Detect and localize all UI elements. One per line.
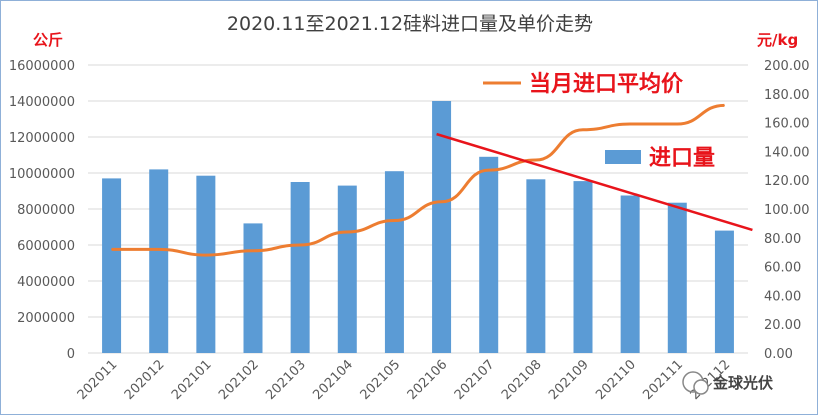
right-tick-label: 80.00: [764, 232, 801, 247]
trendline-line: [436, 132, 753, 232]
x-tick-label: 202109: [546, 357, 592, 403]
left-tick-label: 12000000: [9, 131, 75, 146]
bar-202110: [620, 195, 640, 353]
legend-label-volume: 进口量: [649, 146, 715, 171]
price-point-202110: [629, 123, 631, 125]
line-series: [111, 103, 725, 257]
right-axis-ticks: 0.00 20.00 40.00 60.00 80.00 100.00 120.00 140.…: [764, 59, 810, 362]
x-tick-label: 202106: [405, 357, 451, 403]
right-tick-label: 20.00: [764, 318, 801, 333]
x-tick-label: 202011: [75, 357, 121, 403]
x-tick-label: 202012: [122, 357, 168, 403]
gridlines: [88, 64, 748, 354]
x-tick-label: 202103: [263, 357, 309, 403]
legend-bar-swatch: [605, 150, 641, 164]
bar-202011: [102, 178, 122, 353]
x-tick-label: 202105: [358, 357, 404, 403]
price-point-202102: [252, 250, 254, 252]
price-point-202108: [535, 159, 537, 161]
right-tick-label: 140.00: [764, 145, 810, 160]
price-point-202112: [723, 104, 725, 106]
bar-202012: [149, 169, 169, 353]
x-tick-label: 202107: [452, 357, 498, 403]
bar-202109: [573, 181, 593, 353]
trendline: [436, 132, 753, 232]
x-tick-label: 202102: [216, 357, 262, 403]
left-tick-label: 8000000: [17, 203, 75, 218]
right-tick-label: 0.00: [764, 347, 793, 362]
left-tick-label: 2000000: [17, 311, 75, 326]
left-tick-label: 14000000: [9, 95, 75, 110]
wechat-icon-bubble: [693, 379, 709, 395]
bar-202103: [290, 182, 310, 353]
bar-202111: [667, 202, 687, 353]
bar-202106: [432, 101, 452, 353]
price-line: [111, 103, 725, 257]
x-tick-label: 202101: [169, 357, 215, 403]
bar-202101: [196, 175, 216, 353]
left-tick-label: 16000000: [9, 59, 75, 74]
x-tick-label: 202110: [593, 357, 639, 403]
right-tick-label: 100.00: [764, 203, 810, 218]
left-tick-label: 6000000: [17, 239, 75, 254]
x-tick-label: 202104: [310, 357, 356, 403]
right-axis-unit: 元/kg: [757, 31, 798, 49]
left-axis-unit: 公斤: [33, 31, 63, 49]
bar-202102: [243, 223, 263, 353]
right-tick-label: 180.00: [764, 88, 810, 103]
x-tick-label: 202111: [640, 357, 686, 403]
price-point-202107: [488, 169, 490, 171]
right-tick-label: 40.00: [764, 289, 801, 304]
left-tick-label: 4000000: [17, 275, 75, 290]
watermark-text: 金球光伏: [712, 374, 773, 392]
bar-202104: [337, 185, 357, 353]
right-tick-label: 160.00: [764, 117, 810, 132]
bar-202107: [479, 156, 499, 353]
price-point-202101: [205, 254, 207, 256]
price-point-202111: [676, 123, 678, 125]
x-tick-label: 202108: [499, 357, 545, 403]
price-point-202109: [582, 129, 584, 131]
price-point-202104: [346, 231, 348, 233]
price-point-202105: [393, 220, 395, 222]
right-tick-label: 200.00: [764, 59, 810, 74]
x-axis-ticks: 202011 202012 202101 202102 202103 202104 2021…: [75, 357, 734, 403]
bar-202112: [714, 230, 734, 353]
price-point-202011: [111, 248, 113, 250]
bar-202105: [384, 171, 404, 353]
left-tick-label: 0: [67, 347, 75, 362]
bar-202108: [526, 179, 546, 353]
price-point-202012: [158, 248, 160, 250]
legend: 当月进口平均价 进口量: [483, 71, 715, 171]
price-point-202103: [299, 244, 301, 246]
chart-title: 2020.11至2021.12硅料进口量及单价走势: [227, 13, 593, 35]
legend-label-price: 当月进口平均价: [529, 71, 684, 97]
bar-series: [102, 101, 734, 353]
right-tick-label: 120.00: [764, 174, 810, 189]
watermark: 金球光伏: [682, 371, 773, 395]
right-tick-label: 60.00: [764, 261, 801, 276]
left-tick-label: 10000000: [9, 167, 75, 182]
price-point-202106: [441, 201, 443, 203]
left-axis-ticks: 0 2000000 4000000 6000000 8000000 10000000 120…: [9, 59, 75, 362]
